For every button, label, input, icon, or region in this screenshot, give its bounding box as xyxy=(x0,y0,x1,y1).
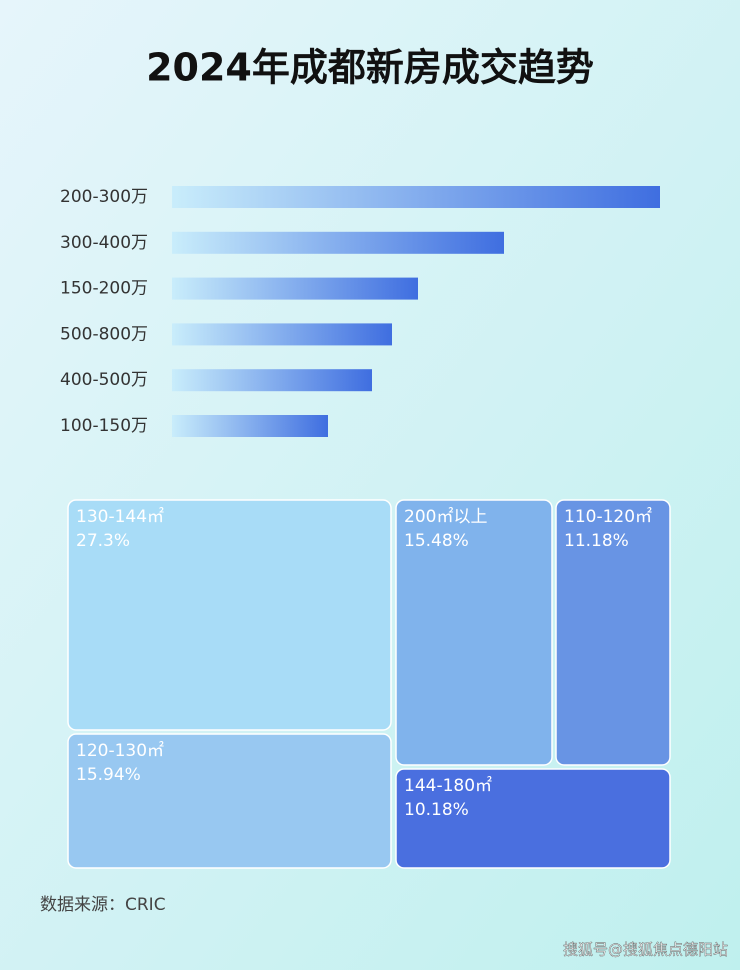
treemap-cell xyxy=(395,768,671,869)
bar-label: 500-800万 xyxy=(60,324,148,344)
bar-label: 150-200万 xyxy=(60,279,148,299)
bar xyxy=(172,369,372,392)
bar-label: 200-300万 xyxy=(60,187,148,207)
bar-label: 300-400万 xyxy=(60,233,148,253)
treemap-cell xyxy=(67,733,392,869)
bar xyxy=(172,186,660,208)
bar xyxy=(172,231,504,254)
bar-label: 100-150万 xyxy=(60,416,148,436)
treemap-cell xyxy=(555,499,671,766)
cell-value: 11.18% xyxy=(564,531,629,551)
bar xyxy=(172,415,328,437)
treemap-cell xyxy=(67,499,392,731)
cell-value: 15.94% xyxy=(76,765,141,785)
cell-value: 27.3% xyxy=(76,531,130,551)
bar-label: 400-500万 xyxy=(60,370,148,390)
title: 2024年成都新房成交趋势 xyxy=(146,46,594,90)
cell-name: 200㎡以上 xyxy=(404,507,487,527)
treemap-cell xyxy=(395,499,553,766)
bar xyxy=(172,277,418,300)
source: 数据来源：CRIC xyxy=(40,895,166,915)
cell-name: 110-120㎡ xyxy=(564,507,652,527)
watermark: 搜狐号@搜狐焦点德阳站 xyxy=(563,941,728,959)
cell-value: 15.48% xyxy=(404,531,469,551)
cell-name: 120-130㎡ xyxy=(76,741,164,761)
bar xyxy=(172,323,392,346)
cell-name: 144-180㎡ xyxy=(404,776,492,796)
cell-name: 130-144㎡ xyxy=(76,507,164,527)
cell-value: 10.18% xyxy=(404,800,469,820)
